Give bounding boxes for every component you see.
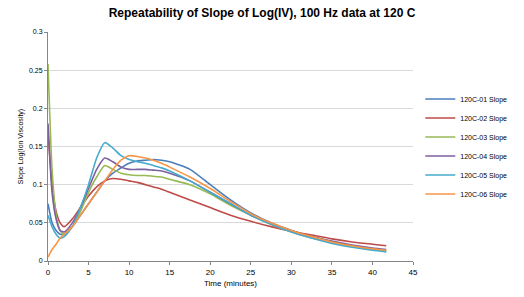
svg-text:15: 15 bbox=[165, 268, 174, 277]
svg-text:0: 0 bbox=[39, 257, 43, 264]
svg-text:0.15: 0.15 bbox=[29, 143, 43, 150]
svg-text:20: 20 bbox=[206, 268, 215, 277]
svg-text:Time (minutes): Time (minutes) bbox=[204, 279, 257, 288]
svg-text:0.05: 0.05 bbox=[29, 219, 43, 226]
svg-text:120C-05 Slope: 120C-05 Slope bbox=[460, 172, 507, 180]
svg-text:45: 45 bbox=[409, 268, 418, 277]
svg-text:0.25: 0.25 bbox=[29, 67, 43, 74]
svg-text:120C-01 Slope: 120C-01 Slope bbox=[460, 96, 507, 104]
svg-text:120C-06 Slope: 120C-06 Slope bbox=[460, 191, 507, 199]
svg-text:120C-04 Slope: 120C-04 Slope bbox=[460, 153, 507, 161]
svg-text:Repeatability of Slope of Log(: Repeatability of Slope of Log(IV), 100 H… bbox=[109, 6, 416, 20]
svg-text:0: 0 bbox=[46, 268, 51, 277]
svg-text:10: 10 bbox=[125, 268, 134, 277]
svg-text:0.3: 0.3 bbox=[33, 28, 43, 35]
svg-text:0.1: 0.1 bbox=[33, 181, 43, 188]
svg-text:30: 30 bbox=[287, 268, 296, 277]
svg-text:0.2: 0.2 bbox=[33, 105, 43, 112]
svg-text:Slope Log(Ion Viscosity): Slope Log(Ion Viscosity) bbox=[17, 109, 25, 184]
svg-text:120C-03 Slope: 120C-03 Slope bbox=[460, 134, 507, 142]
svg-text:40: 40 bbox=[368, 268, 377, 277]
svg-text:25: 25 bbox=[246, 268, 255, 277]
svg-text:120C-02 Slope: 120C-02 Slope bbox=[460, 115, 507, 123]
svg-text:5: 5 bbox=[86, 268, 91, 277]
svg-text:35: 35 bbox=[327, 268, 336, 277]
